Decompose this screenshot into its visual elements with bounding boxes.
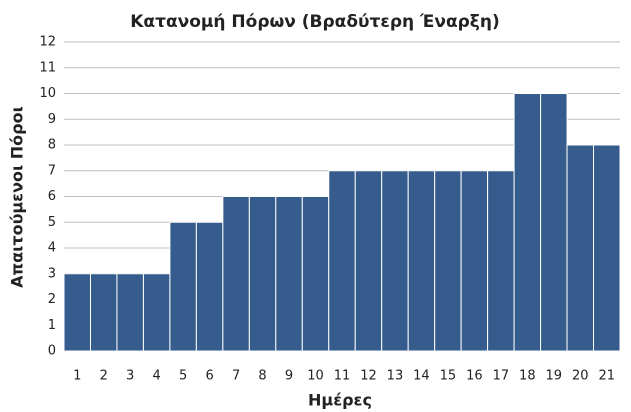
bar xyxy=(354,170,383,352)
y-tick-label: 4 xyxy=(48,241,56,256)
x-tick-label: 4 xyxy=(153,369,161,384)
x-tick-label: 16 xyxy=(466,369,483,384)
y-tick-label: 11 xyxy=(39,60,56,75)
x-tick-label: 2 xyxy=(100,369,108,384)
bar xyxy=(566,144,595,352)
bar xyxy=(593,144,621,352)
x-tick-label: 12 xyxy=(360,369,377,384)
x-tick-label: 9 xyxy=(285,369,293,384)
x-tick-label: 18 xyxy=(519,369,536,384)
x-tick-label: 5 xyxy=(179,369,187,384)
bar xyxy=(434,170,462,352)
bar xyxy=(540,93,568,352)
y-tick-label: 12 xyxy=(39,35,56,50)
chart-title: Κατανομή Πόρων (Βραδύτερη Έναρξη) xyxy=(130,12,499,32)
bar xyxy=(513,93,542,352)
bar xyxy=(460,170,489,352)
x-tick-label: 17 xyxy=(493,369,510,384)
x-tick-label: 20 xyxy=(572,369,589,384)
bar xyxy=(248,196,277,352)
bar xyxy=(116,273,144,352)
y-tick-label: 7 xyxy=(48,163,56,178)
x-tick-label: 13 xyxy=(387,369,404,384)
x-tick-label: 10 xyxy=(307,369,324,384)
bar xyxy=(487,170,515,352)
x-tick-label: 21 xyxy=(598,369,615,384)
x-tick-label: 11 xyxy=(334,369,351,384)
x-tick-label: 7 xyxy=(232,369,240,384)
y-tick-label: 3 xyxy=(48,266,56,281)
y-tick-label: 2 xyxy=(48,292,56,307)
y-axis-title: Απαιτούμενοι Πόροι xyxy=(8,106,27,288)
bar xyxy=(89,273,118,352)
bar xyxy=(195,221,224,352)
y-tick-label: 6 xyxy=(48,189,56,204)
bar xyxy=(328,170,356,352)
bar xyxy=(142,273,171,352)
bar xyxy=(63,273,91,352)
bar xyxy=(169,221,197,352)
x-tick-label: 14 xyxy=(413,369,430,384)
y-tick-label: 1 xyxy=(48,318,56,333)
y-tick-label: 5 xyxy=(48,215,56,230)
y-tick-label: 9 xyxy=(48,112,56,127)
x-axis-title: Ημέρες xyxy=(308,391,372,410)
x-tick-label: 1 xyxy=(73,369,81,384)
bar xyxy=(381,170,409,352)
x-tick-label: 6 xyxy=(205,369,213,384)
bar xyxy=(407,170,436,352)
bar xyxy=(301,196,330,352)
y-tick-label: 8 xyxy=(48,138,56,153)
x-tick-label: 3 xyxy=(126,369,134,384)
y-tick-label: 10 xyxy=(39,86,56,101)
y-tick-label: 0 xyxy=(48,344,56,359)
x-tick-label: 15 xyxy=(440,369,457,384)
x-tick-label: 19 xyxy=(546,369,563,384)
bar xyxy=(275,196,303,352)
x-tick-label: 8 xyxy=(258,369,266,384)
bar xyxy=(222,196,250,352)
